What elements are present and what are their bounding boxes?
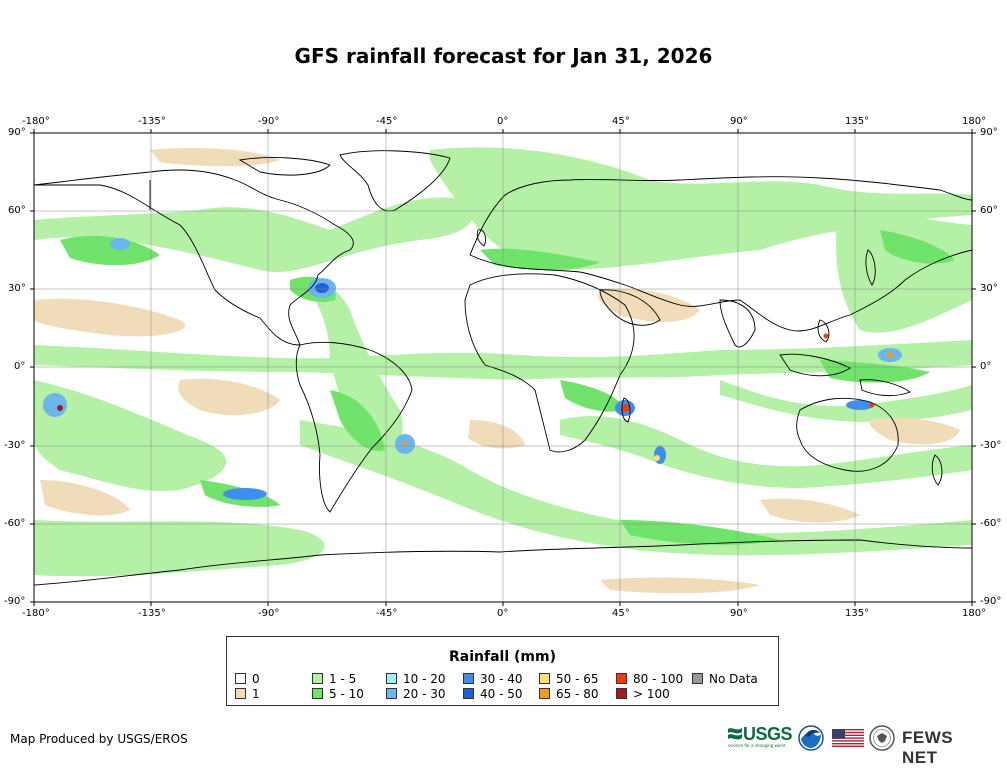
rain-1mm-fields <box>34 148 960 594</box>
lat-label-left: -90° <box>4 596 26 607</box>
lat-label-right: -30° <box>980 440 1002 451</box>
lon-label-bottom: -180° <box>22 608 50 619</box>
legend-label: 1 - 5 <box>329 672 357 686</box>
coastlines <box>33 150 973 586</box>
lon-label-top: 135° <box>845 116 870 127</box>
legend-swatch <box>235 688 246 699</box>
lon-label-bottom: -45° <box>376 608 398 619</box>
lat-label-right: -60° <box>980 518 1002 529</box>
legend-item-1: 1 <box>235 688 260 701</box>
legend-item-4: 10 - 20 <box>386 673 446 686</box>
lat-label-right: 30° <box>980 283 998 294</box>
rain-extreme-spots <box>57 333 893 461</box>
legend-item-11: > 100 <box>616 688 670 701</box>
lat-label-left: 60° <box>8 205 26 216</box>
tick-marks <box>30 129 976 606</box>
usgs-wave-icon <box>728 728 742 740</box>
legend-item-3: 5 - 10 <box>312 688 364 701</box>
legend-swatch <box>692 673 703 684</box>
lon-label-top: -180° <box>22 116 50 127</box>
fews-net-wordmark: FEWS NET <box>902 728 954 767</box>
rainfall-legend: Rainfall (mm) 0 1 1 - 5 5 - 10 10 - 20 2… <box>226 636 779 706</box>
lon-label-bottom: 135° <box>845 608 870 619</box>
usgs-logo: USGS science for a changing world <box>728 724 793 750</box>
lon-label-top: 90° <box>730 116 748 127</box>
legend-item-2: 1 - 5 <box>312 673 356 686</box>
lon-label-bottom: 90° <box>730 608 748 619</box>
lon-label-top: -45° <box>376 116 398 127</box>
legend-title: Rainfall (mm) <box>449 649 556 665</box>
legend-item-10: 80 - 100 <box>616 673 683 686</box>
legend-label: 65 - 80 <box>556 687 599 701</box>
lon-label-top: 0° <box>497 116 509 127</box>
lat-label-left: 90° <box>8 127 26 138</box>
state-dept-seal-icon <box>869 725 895 755</box>
legend-label: 80 - 100 <box>633 672 684 686</box>
lat-label-left: -60° <box>4 518 26 529</box>
graticule <box>34 133 972 602</box>
lon-label-top: 45° <box>612 116 630 127</box>
lon-label-top: 180° <box>962 116 987 127</box>
lon-label-top: -90° <box>258 116 280 127</box>
legend-swatch <box>386 688 397 699</box>
legend-swatch <box>312 673 323 684</box>
legend-item-6: 30 - 40 <box>463 673 523 686</box>
legend-label: 0 <box>252 672 260 686</box>
legend-label: No Data <box>709 672 758 686</box>
legend-swatch <box>616 688 627 699</box>
legend-item-5: 20 - 30 <box>386 688 446 701</box>
legend-item-7: 40 - 50 <box>463 688 523 701</box>
usgs-wordmark: USGS <box>743 724 793 744</box>
lat-label-right: -90° <box>980 596 1002 607</box>
noaa-icon <box>798 725 824 751</box>
legend-label: 20 - 30 <box>403 687 446 701</box>
legend-label: 50 - 65 <box>556 672 599 686</box>
legend-item-9: 65 - 80 <box>539 688 599 701</box>
legend-swatch <box>539 673 550 684</box>
legend-swatch <box>235 673 246 684</box>
us-flag-icon <box>832 729 864 751</box>
lon-label-bottom: 180° <box>962 608 987 619</box>
lat-label-left: 0° <box>14 361 26 372</box>
legend-swatch <box>312 688 323 699</box>
legend-item-0: 0 <box>235 673 260 686</box>
lon-label-bottom: -135° <box>138 608 166 619</box>
legend-item-12: No Data <box>692 673 758 686</box>
legend-item-8: 50 - 65 <box>539 673 599 686</box>
lon-label-bottom: 45° <box>612 608 630 619</box>
legend-swatch <box>386 673 397 684</box>
legend-swatch <box>616 673 627 684</box>
legend-swatch <box>463 688 474 699</box>
legend-label: 40 - 50 <box>480 687 523 701</box>
lat-label-right: 0° <box>980 361 992 372</box>
legend-label: 1 <box>252 687 260 701</box>
noaa-logo <box>798 725 824 755</box>
rainfall-map <box>30 129 976 606</box>
legend-label: 10 - 20 <box>403 672 446 686</box>
legend-label: 30 - 40 <box>480 672 523 686</box>
usgs-tagline: science for a changing world <box>728 743 786 748</box>
legend-label: > 100 <box>633 687 670 701</box>
lat-label-right: 60° <box>980 205 998 216</box>
map-credit: Map Produced by USGS/EROS <box>10 732 188 746</box>
lat-label-left: -30° <box>4 440 26 451</box>
lon-label-bottom: 0° <box>497 608 509 619</box>
lon-label-bottom: -90° <box>258 608 280 619</box>
lon-label-top: -135° <box>138 116 166 127</box>
legend-label: 5 - 10 <box>329 687 364 701</box>
map-title: GFS rainfall forecast for Jan 31, 2026 <box>294 44 713 68</box>
lat-label-right: 90° <box>980 127 998 138</box>
rain-heavy-fields <box>43 238 902 500</box>
legend-swatch <box>463 673 474 684</box>
legend-swatch <box>539 688 550 699</box>
lat-label-left: 30° <box>8 283 26 294</box>
